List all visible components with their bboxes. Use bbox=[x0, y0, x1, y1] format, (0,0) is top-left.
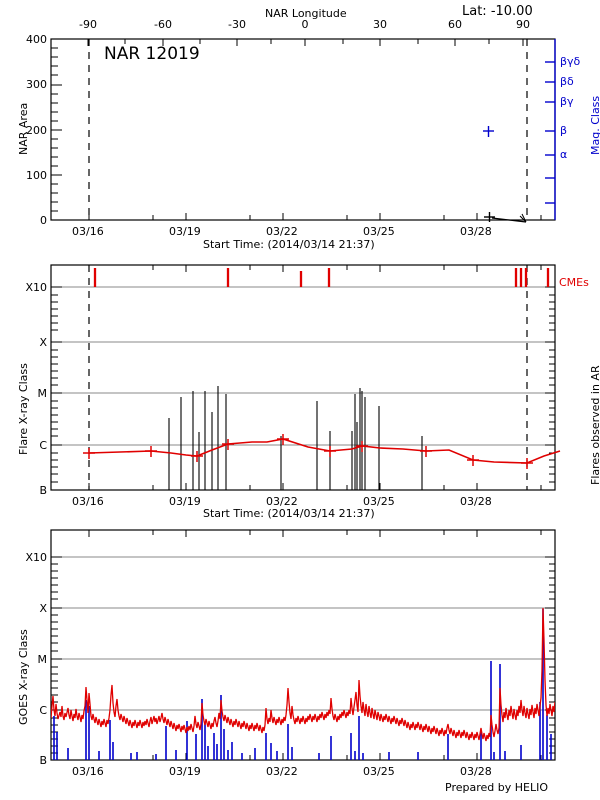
top-ticks bbox=[88, 530, 542, 537]
goes-xray-class-panel: X10 X M C B GOES X-ray Class 03/16 03/19… bbox=[0, 520, 600, 800]
magclass-marker bbox=[483, 126, 494, 137]
p3-xtick-0328: 03/28 bbox=[460, 765, 492, 778]
svg-text:90: 90 bbox=[516, 18, 530, 31]
p2-xtick-0328: 03/28 bbox=[460, 495, 492, 508]
flares-observed-label: Flares observed in AR bbox=[589, 365, 600, 485]
right-ticks bbox=[545, 556, 555, 754]
left-tick-labels: X10 X M C B bbox=[25, 281, 47, 497]
svg-text:X10: X10 bbox=[25, 281, 47, 294]
left-tick-labels: 400 300 200 100 0 bbox=[26, 33, 47, 227]
flare-xray-class-panel: X10 X M C B Flare X-ray Class Flares obs… bbox=[0, 255, 600, 515]
decay-arrow bbox=[491, 213, 527, 223]
svg-text:200: 200 bbox=[26, 124, 47, 137]
gridlines bbox=[51, 286, 555, 446]
magclass-label-bg: βγ bbox=[560, 95, 574, 108]
svg-text:60: 60 bbox=[448, 18, 462, 31]
p2-xtick-0325: 03/25 bbox=[363, 495, 395, 508]
svg-text:X: X bbox=[39, 336, 47, 349]
prepared-by-label: Prepared by HELIO bbox=[445, 781, 548, 794]
left-ticks bbox=[51, 556, 62, 761]
plot-frame bbox=[50, 529, 556, 761]
limb-crossing-lines bbox=[88, 265, 528, 490]
magclass-label-b: β bbox=[560, 124, 568, 137]
flare-xray-ylabel: Flare X-ray Class bbox=[17, 363, 30, 455]
svg-text:M: M bbox=[38, 653, 48, 666]
svg-text:-30: -30 bbox=[228, 18, 246, 31]
bottom-ticks bbox=[88, 213, 542, 220]
left-ticks bbox=[51, 38, 62, 221]
magclass-label-a: α bbox=[560, 148, 568, 161]
svg-text:C: C bbox=[39, 439, 47, 452]
top-minor-ticks bbox=[87, 39, 524, 46]
goes-flux-curve bbox=[51, 607, 555, 742]
svg-text:400: 400 bbox=[26, 33, 47, 46]
nar-title: NAR 12019 bbox=[104, 44, 200, 64]
svg-text:0: 0 bbox=[40, 214, 47, 227]
p3-xtick-0325: 03/25 bbox=[363, 765, 395, 778]
limb-crossing-lines bbox=[88, 39, 528, 220]
svg-text:B: B bbox=[39, 754, 47, 767]
nar-area-ylabel: NAR Area bbox=[17, 102, 30, 155]
p2-xtick-0316: 03/16 bbox=[72, 495, 104, 508]
left-tick-labels: X10 X M C B bbox=[25, 551, 47, 767]
svg-text:M: M bbox=[38, 387, 48, 400]
goes-xray-plot: X10 X M C B bbox=[25, 529, 556, 767]
magclass-label-byd: βγδ bbox=[560, 55, 581, 68]
cme-markers bbox=[93, 268, 550, 287]
p2-xtick-0319: 03/19 bbox=[169, 495, 201, 508]
svg-text:B: B bbox=[39, 484, 47, 497]
p1-xtick-0316: 03/16 bbox=[72, 225, 104, 238]
gridlines bbox=[51, 556, 555, 711]
flare-bars bbox=[168, 386, 423, 490]
top-axis-title: NAR Longitude bbox=[265, 7, 347, 20]
svg-text:-90: -90 bbox=[79, 18, 97, 31]
p2-start-time-label: Start Time: (2014/03/14 21:37) bbox=[203, 507, 375, 520]
plot-frame bbox=[50, 264, 556, 491]
svg-text:0: 0 bbox=[302, 18, 309, 31]
cme-legend-label: CMEs bbox=[559, 276, 589, 289]
svg-text:30: 30 bbox=[373, 18, 387, 31]
flare-xray-plot: X10 X M C B bbox=[25, 264, 561, 497]
p1-xtick-0322: 03/22 bbox=[266, 225, 298, 238]
svg-text:300: 300 bbox=[26, 78, 47, 91]
magclass-axis-label: Mag. Class bbox=[589, 95, 600, 155]
p3-xtick-0319: 03/19 bbox=[169, 765, 201, 778]
p1-xtick-0328: 03/28 bbox=[460, 225, 492, 238]
top-ticks bbox=[88, 265, 542, 272]
goes-xray-ylabel: GOES X-ray Class bbox=[17, 629, 30, 725]
lat-label: Lat: -10.00 bbox=[462, 4, 533, 19]
left-ticks bbox=[51, 286, 62, 491]
p2-xtick-0322: 03/22 bbox=[266, 495, 298, 508]
svg-text:100: 100 bbox=[26, 169, 47, 182]
magclass-ticks bbox=[545, 61, 555, 204]
svg-text:X10: X10 bbox=[25, 551, 47, 564]
p1-xtick-0325: 03/25 bbox=[363, 225, 395, 238]
p3-xtick-0322: 03/22 bbox=[266, 765, 298, 778]
top-tick-labels: -90 -60 -30 0 30 60 90 bbox=[79, 18, 530, 31]
svg-text:C: C bbox=[39, 704, 47, 717]
p1-xtick-0319: 03/19 bbox=[169, 225, 201, 238]
bottom-ticks bbox=[88, 483, 542, 490]
magclass-label-bd: βδ bbox=[560, 75, 574, 88]
nar-area-plot: -90 -60 -30 0 30 60 90 400 300 200 100 0 bbox=[26, 18, 556, 227]
plot-frame bbox=[50, 38, 556, 221]
nar-area-panel: NAR Longitude Lat: -10.00 NAR 12019 -90 … bbox=[0, 0, 600, 255]
svg-text:X: X bbox=[39, 602, 47, 615]
p1-start-time-label: Start Time: (2014/03/14 21:37) bbox=[203, 238, 375, 251]
svg-text:-60: -60 bbox=[154, 18, 172, 31]
p3-xtick-0316: 03/16 bbox=[72, 765, 104, 778]
mean-curve-markers bbox=[83, 434, 533, 469]
bottom-ticks bbox=[88, 753, 542, 760]
area-marker bbox=[484, 212, 495, 222]
